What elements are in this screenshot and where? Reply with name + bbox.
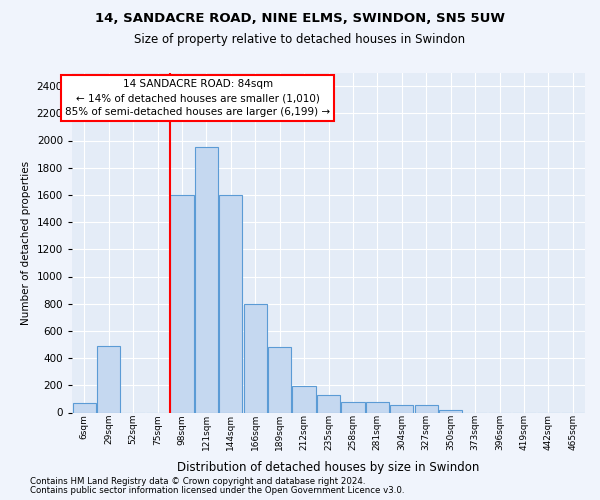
- Bar: [170, 195, 194, 412]
- Bar: [341, 402, 365, 412]
- Bar: [390, 405, 413, 412]
- Text: Size of property relative to detached houses in Swindon: Size of property relative to detached ho…: [134, 32, 466, 46]
- Bar: [268, 347, 291, 412]
- Bar: [317, 395, 340, 412]
- Bar: [195, 148, 218, 412]
- Text: 14 SANDACRE ROAD: 84sqm
← 14% of detached houses are smaller (1,010)
85% of semi: 14 SANDACRE ROAD: 84sqm ← 14% of detache…: [65, 80, 330, 118]
- Bar: [219, 195, 242, 412]
- Y-axis label: Number of detached properties: Number of detached properties: [21, 160, 31, 324]
- Text: Contains public sector information licensed under the Open Government Licence v3: Contains public sector information licen…: [30, 486, 404, 495]
- Text: Contains HM Land Registry data © Crown copyright and database right 2024.: Contains HM Land Registry data © Crown c…: [30, 477, 365, 486]
- Text: 14, SANDACRE ROAD, NINE ELMS, SWINDON, SN5 5UW: 14, SANDACRE ROAD, NINE ELMS, SWINDON, S…: [95, 12, 505, 26]
- Bar: [415, 405, 438, 412]
- Bar: [73, 403, 96, 412]
- Bar: [97, 346, 120, 412]
- Bar: [244, 304, 267, 412]
- Bar: [292, 386, 316, 412]
- Bar: [439, 410, 462, 412]
- Bar: [366, 402, 389, 412]
- X-axis label: Distribution of detached houses by size in Swindon: Distribution of detached houses by size …: [178, 462, 479, 474]
